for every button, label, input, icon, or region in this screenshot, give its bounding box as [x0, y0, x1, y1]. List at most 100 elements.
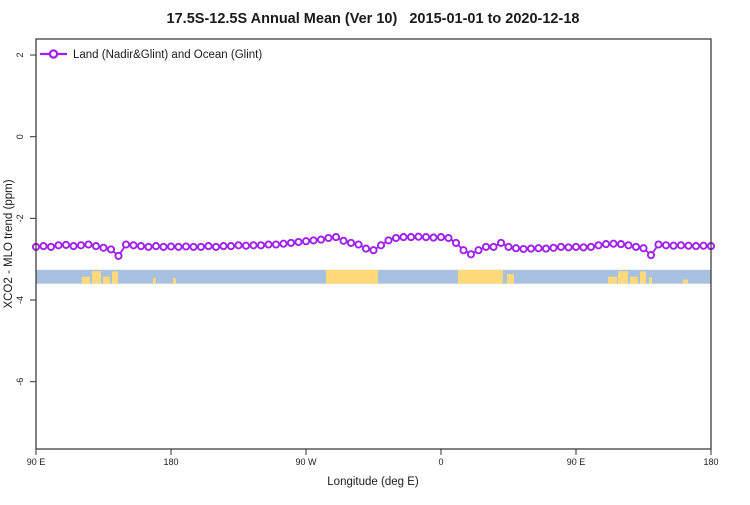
data-point-marker — [271, 240, 281, 249]
y-tick-label: -4 — [15, 296, 25, 304]
data-point-marker — [256, 241, 266, 250]
data-point-marker — [631, 242, 641, 251]
data-point-marker — [526, 244, 536, 253]
data-point-marker — [159, 242, 168, 251]
data-point-marker — [654, 240, 663, 249]
map-strip-land-patch — [325, 269, 378, 284]
data-point-marker — [121, 240, 131, 249]
data-point-marker — [76, 241, 86, 250]
data-point-marker — [369, 246, 378, 255]
x-axis-label: Longitude (deg E) — [327, 476, 419, 488]
data-point-marker — [391, 233, 401, 243]
data-point-marker — [294, 237, 303, 247]
legend-marker-icon — [48, 49, 59, 59]
data-point-marker — [196, 242, 206, 251]
map-strip-land-patch — [682, 279, 689, 284]
data-point-marker — [286, 238, 296, 247]
y-tick-label: 2 — [15, 53, 25, 58]
map-strip-land-patch — [103, 276, 110, 284]
data-point-marker — [316, 235, 326, 244]
data-point-marker — [616, 240, 626, 249]
plot-border — [35, 38, 712, 450]
data-point-marker — [534, 244, 543, 253]
data-point-marker — [166, 242, 176, 251]
map-strip-land-patch — [153, 278, 156, 284]
data-point-marker — [594, 241, 603, 250]
data-point-marker — [556, 242, 566, 251]
data-point-marker — [519, 244, 528, 254]
data-point-marker — [504, 242, 513, 251]
data-point-marker — [339, 236, 348, 245]
y-tick-label: 0 — [15, 134, 25, 139]
x-tick-label: 90 W — [295, 457, 317, 467]
data-point-marker — [414, 232, 423, 241]
axis-ticks: 90 E 180 90 W 0 90 E 180 2 0 -2 -4 -6 — [15, 53, 719, 467]
data-point-marker — [211, 242, 221, 251]
map-strip-land-patch — [457, 269, 503, 284]
map-strip-land-patch — [91, 271, 101, 284]
data-point-marker — [444, 233, 453, 243]
data-point-marker — [466, 250, 476, 259]
data-point-marker — [69, 242, 78, 251]
data-point-marker — [474, 246, 483, 255]
data-point-marker — [114, 251, 123, 260]
data-point-marker — [421, 233, 431, 242]
data-point-marker — [226, 242, 236, 251]
data-point-marker — [46, 242, 56, 251]
data-point-marker — [684, 241, 693, 250]
data-point-marker — [459, 246, 468, 255]
data-point-marker — [189, 242, 198, 251]
y-axis-label: XCO2 - MLO trend (ppm) — [3, 179, 15, 308]
data-point-marker — [99, 243, 108, 252]
land-ocean-strip — [36, 269, 711, 284]
map-strip-land-patch — [507, 273, 515, 284]
data-point-marker — [586, 242, 596, 251]
data-point-marker — [174, 242, 183, 251]
map-strip-land-patch — [172, 278, 176, 284]
chart-title: 17.5S-12.5S Annual Mean (Ver 10) 2015-01… — [167, 11, 580, 27]
data-point-marker — [489, 242, 498, 251]
y-tick-label: -2 — [15, 214, 25, 222]
x-tick-label: 180 — [163, 457, 178, 467]
data-point-marker — [564, 243, 573, 252]
data-point-marker — [151, 242, 161, 251]
map-strip-land-patch — [630, 276, 638, 284]
data-series — [31, 232, 716, 260]
data-point-marker — [144, 242, 153, 251]
data-point-marker — [346, 238, 356, 247]
data-point-marker — [309, 236, 318, 245]
data-point-marker — [54, 241, 63, 250]
data-point-marker — [301, 237, 311, 246]
data-point-marker — [609, 239, 618, 248]
map-strip-land-patch — [112, 271, 119, 284]
data-point-marker — [324, 233, 333, 243]
map-strip-land-patch — [649, 277, 653, 284]
data-point-marker — [376, 241, 386, 250]
data-point-marker — [481, 242, 491, 251]
x-tick-label: 0 — [438, 457, 443, 467]
data-point-marker — [279, 239, 288, 248]
data-point-marker — [511, 244, 521, 253]
data-point-marker — [699, 241, 708, 250]
data-point-marker — [601, 240, 611, 249]
data-point-marker — [354, 240, 363, 249]
data-point-marker — [429, 233, 438, 242]
legend: Land (Nadir&Glint) and Ocean (Glint) — [40, 49, 262, 61]
data-point-marker — [549, 243, 558, 252]
data-point-marker — [241, 241, 251, 250]
data-point-marker — [219, 242, 228, 251]
data-point-marker — [204, 242, 213, 251]
data-point-marker — [264, 240, 273, 249]
data-point-marker — [106, 245, 116, 254]
data-point-marker — [624, 241, 633, 250]
data-point-marker — [249, 241, 258, 250]
data-point-marker — [646, 251, 656, 260]
map-strip-land-patch — [640, 271, 647, 284]
data-point-marker — [84, 240, 93, 249]
data-point-marker — [676, 241, 686, 250]
data-point-marker — [39, 242, 48, 251]
data-point-marker — [91, 242, 101, 251]
data-point-marker — [436, 233, 446, 242]
